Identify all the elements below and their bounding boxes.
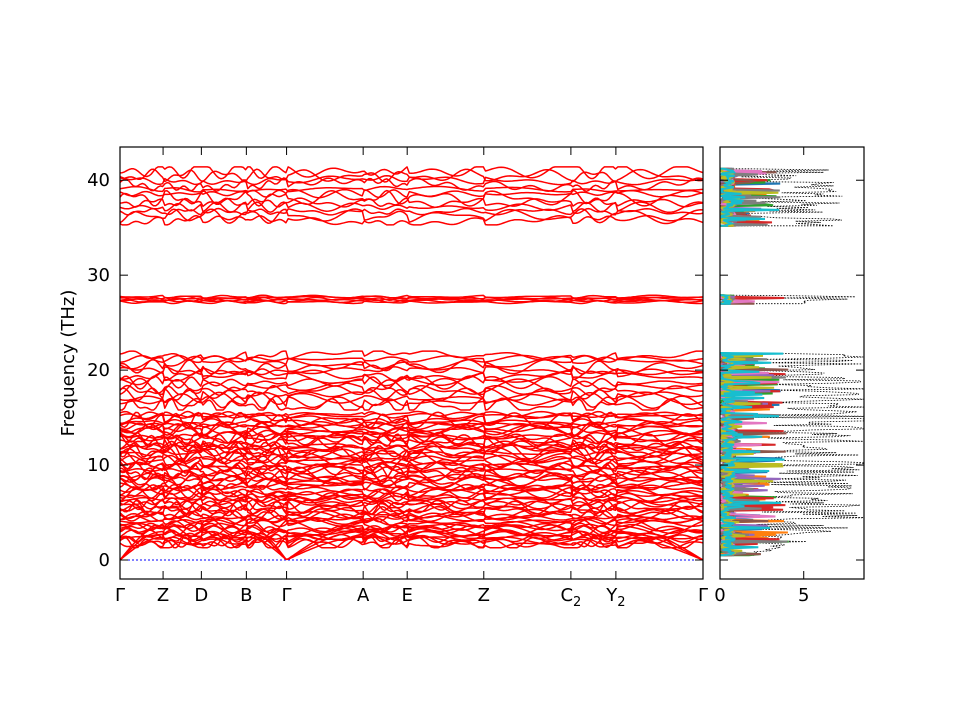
- phonon-band-line: [120, 522, 703, 534]
- phonon-band-line: [120, 524, 703, 540]
- phonon-band-line: [120, 429, 703, 440]
- phonon-band-line: [120, 469, 703, 484]
- y-tick-label: 40: [87, 170, 110, 191]
- phonon-band-line: [120, 368, 703, 382]
- x-tick-label: B: [240, 585, 252, 606]
- y-tick-label: 0: [99, 550, 110, 571]
- x-tick-label: C2: [560, 585, 581, 610]
- high-symmetry-lines: [162, 147, 617, 579]
- phonon-band-line: [120, 492, 703, 502]
- phonon-band-line: [120, 166, 703, 180]
- band-structure-panel: 0 10 20 30 40 Γ Z D B Γ A E Z C2 Y2 Γ Frequency (THz): [58, 146, 708, 610]
- x-tick-label: E: [402, 585, 413, 606]
- projected-dos-curve: [720, 352, 784, 557]
- phonon-band-line: [120, 214, 703, 226]
- band-lines: [120, 166, 703, 561]
- y-tick-label: 30: [87, 265, 110, 286]
- projected-dos-curve: [720, 294, 732, 305]
- phonon-band-line: [120, 509, 703, 522]
- phonon-band-line: [120, 208, 703, 225]
- phonon-band-line: [120, 384, 703, 396]
- phonon-band-line: [120, 410, 703, 418]
- x-tick-label: Γ: [282, 585, 292, 606]
- phonon-band-line: [120, 486, 703, 499]
- phonon-band-line: [120, 177, 703, 193]
- x-tick-label: D: [194, 585, 208, 606]
- phonon-band-line: [120, 189, 703, 207]
- x-tick-label: A: [357, 585, 370, 606]
- phonon-band-line: [120, 185, 703, 193]
- phonon-band-line: [120, 461, 703, 471]
- dos-curves: [720, 167, 864, 557]
- total-dos-curve: [720, 168, 843, 227]
- phonon-band-line: [120, 168, 703, 183]
- phonon-band-line: [120, 188, 703, 199]
- phonon-band-line: [120, 377, 703, 396]
- total-dos-curve: [720, 294, 856, 305]
- acoustic-branch-line: [120, 530, 703, 561]
- phonon-band-line: [120, 412, 703, 424]
- phonon-band-line: [120, 350, 703, 361]
- y-axis-label: Frequency (THz): [58, 290, 79, 437]
- phonon-band-line: [120, 397, 703, 411]
- projected-dos-curve: [720, 167, 780, 227]
- phonon-band-line: [120, 537, 703, 549]
- phonon-band-line: [120, 354, 703, 364]
- phonon-band-line: [120, 518, 703, 534]
- y-tick-label: 10: [87, 455, 110, 476]
- projected-dos-curve: [720, 352, 785, 557]
- y-tick-label: 20: [87, 360, 110, 381]
- phonon-band-line: [120, 474, 703, 482]
- phonon-band-line: [120, 294, 703, 299]
- phonon-band-line: [120, 395, 703, 409]
- dos-plot-frame: [719, 146, 865, 580]
- x-tick-label: Γ: [698, 585, 708, 606]
- x-tick-label: Z: [157, 585, 169, 606]
- phonon-band-line: [120, 524, 703, 537]
- dos-x-tick-label: 5: [798, 585, 809, 606]
- phonon-band-line: [120, 391, 703, 406]
- phonon-band-line: [120, 418, 703, 427]
- phonon-band-line: [120, 533, 703, 548]
- dos-x-tick-label: 0: [714, 585, 725, 606]
- total-dos-curve: [720, 352, 864, 556]
- band-plot-frame: [119, 146, 704, 580]
- phonon-band-line: [120, 197, 703, 208]
- phonon-band-line: [120, 488, 703, 502]
- phonon-band-line: [120, 502, 703, 517]
- x-tick-label: Z: [478, 585, 490, 606]
- phonon-band-line: [120, 366, 703, 376]
- phonon-band-line: [120, 358, 703, 375]
- phonon-band-line: [120, 207, 703, 216]
- phonon-band-line: [120, 513, 703, 523]
- band-x-ticks: Γ Z D B Γ A E Z C2 Y2 Γ: [115, 585, 708, 610]
- phonon-band-line: [120, 516, 703, 532]
- phonon-band-line: [120, 478, 703, 491]
- phonon-band-line: [120, 355, 703, 370]
- phonon-band-line: [120, 494, 703, 504]
- phonon-band-line: [120, 420, 703, 437]
- phonon-band-line: [120, 461, 703, 474]
- x-tick-label: Γ: [115, 585, 125, 606]
- x-tick-label: Y2: [605, 585, 625, 610]
- band-y-ticks: 0 10 20 30 40: [87, 170, 703, 571]
